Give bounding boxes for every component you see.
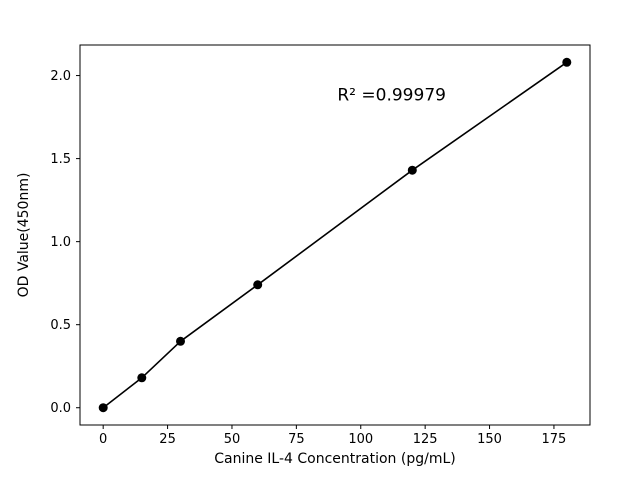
x-tick-label: 125	[413, 432, 438, 447]
x-tick-label: 75	[288, 432, 305, 447]
y-tick-label: 1.5	[50, 152, 71, 167]
data-point	[407, 165, 417, 175]
x-tick-label: 0	[99, 432, 107, 447]
data-point	[137, 373, 147, 383]
plot-border	[79, 44, 591, 426]
x-axis-label: Canine IL-4 Concentration (pg/mL)	[214, 451, 456, 467]
y-tick-label: 2.0	[50, 69, 71, 84]
y-axis-label: OD Value(450nm)	[16, 173, 32, 298]
x-tick-label: 50	[224, 432, 241, 447]
y-tick-label: 1.0	[50, 235, 71, 250]
x-tick-label: 175	[542, 432, 567, 447]
x-tick-label: 100	[348, 432, 373, 447]
data-point	[562, 57, 572, 67]
r-squared-annotation: R² =0.99979	[337, 85, 446, 105]
series-line	[102, 61, 568, 409]
data-point	[253, 280, 263, 290]
x-tick-label: 25	[159, 432, 176, 447]
data-point	[176, 336, 185, 346]
y-tick-label: 0.0	[50, 401, 71, 416]
y-tick-label: 0.5	[50, 318, 71, 333]
x-tick-label: 150	[477, 432, 502, 447]
data-point	[98, 403, 108, 413]
